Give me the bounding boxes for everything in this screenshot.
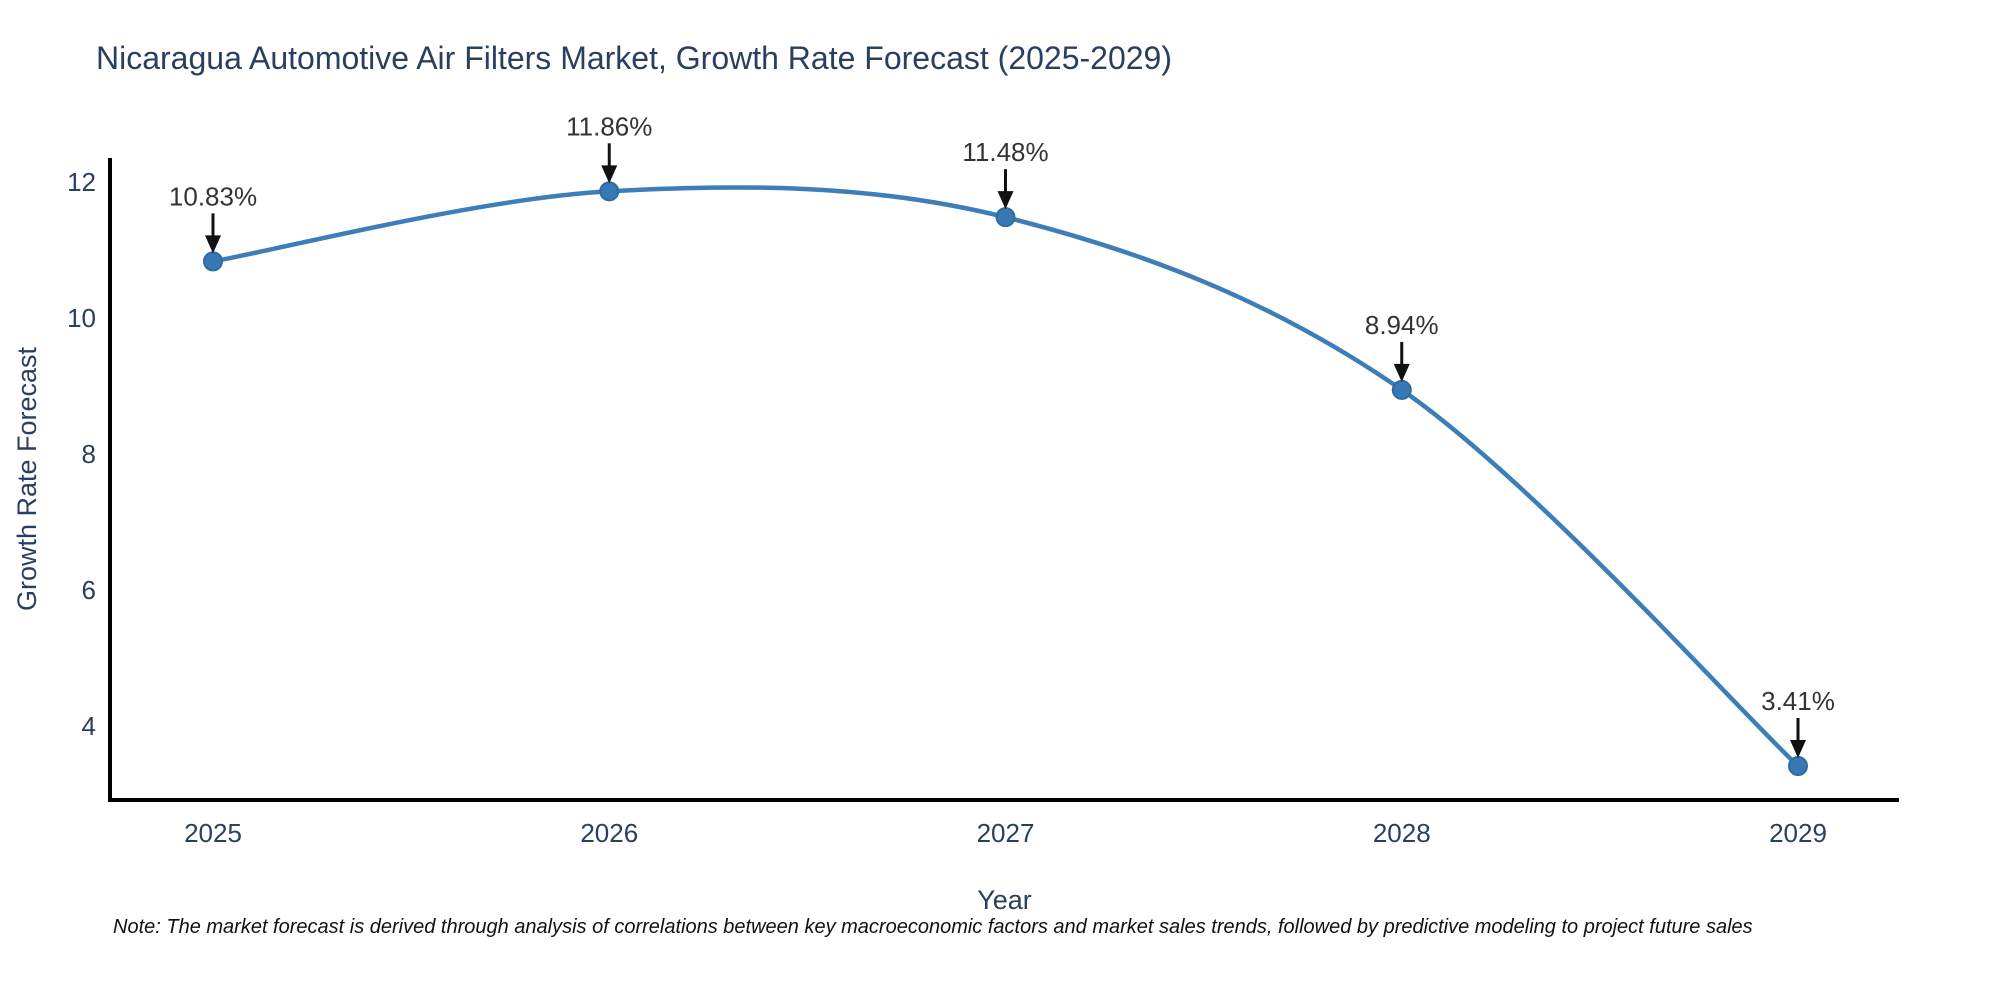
- x-tick-label: 2026: [580, 818, 638, 848]
- x-tick-label: 2025: [184, 818, 242, 848]
- chart-title: Nicaragua Automotive Air Filters Market,…: [96, 40, 1172, 76]
- x-tick-label: 2027: [977, 818, 1035, 848]
- x-axis-title: Year: [977, 885, 1032, 915]
- y-tick-label: 8: [82, 439, 96, 469]
- annotation-label: 11.86%: [566, 111, 652, 141]
- data-point-marker: [203, 251, 223, 272]
- annotation-arrowhead: [997, 191, 1014, 210]
- x-tick-label: 2029: [1769, 818, 1827, 848]
- data-point-marker: [599, 181, 620, 202]
- series-line: [210, 185, 1801, 769]
- y-axis-title: Growth Rate Forecast: [12, 346, 42, 611]
- annotation-arrowhead: [1393, 363, 1410, 382]
- annotation-arrowhead: [1790, 739, 1806, 758]
- footnote: Note: The market forecast is derived thr…: [113, 916, 1753, 938]
- data-point-marker: [995, 207, 1016, 228]
- annotation-label: 10.83%: [169, 181, 257, 211]
- y-tick-label: 4: [82, 711, 96, 741]
- data-point-marker: [1391, 379, 1412, 400]
- y-tick-label: 12: [67, 167, 96, 197]
- annotation-arrowhead: [205, 235, 221, 254]
- annotation-label: 8.94%: [1365, 310, 1439, 340]
- annotation-label: 3.41%: [1761, 686, 1835, 716]
- x-tick-label: 2028: [1373, 818, 1431, 848]
- annotation-arrowhead: [601, 165, 618, 184]
- y-tick-label: 10: [67, 303, 96, 333]
- data-point-marker: [1788, 755, 1808, 776]
- annotation-label: 11.48%: [962, 137, 1048, 167]
- y-tick-label: 6: [82, 575, 96, 605]
